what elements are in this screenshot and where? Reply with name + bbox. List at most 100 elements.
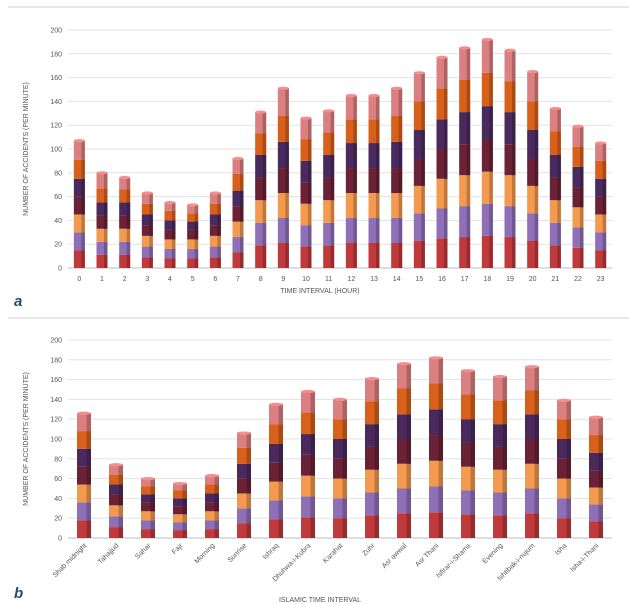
bar-segment-side [126,177,131,190]
bar-segment-side [375,95,380,120]
bar-segment [549,154,561,178]
bar-segment [549,200,561,223]
bar-segment [459,79,471,113]
bar-segment-side [246,493,251,509]
bar-segment [527,101,539,130]
bar-cap [345,93,357,98]
bar-segment-side [307,160,312,183]
bar-segment [572,146,584,167]
bar-segment-side [598,470,603,488]
bar-segment-side [330,200,335,223]
bar-segment [96,215,108,229]
bar-segment-side [534,71,539,102]
bar-segment-side [182,490,187,499]
bar-segment [73,159,85,179]
bar-segment [73,250,85,268]
bar-segment-side [307,139,312,161]
bar-segment-side [217,257,221,268]
bar-segment-side [182,483,187,491]
bar-segment-side [534,129,539,159]
bar-cap [391,86,403,90]
bar-segment-side [489,203,493,236]
bar-segment [391,141,403,169]
bar-segment [368,143,380,169]
bar-segment-side [579,187,584,208]
x-tick-label: 3 [145,276,149,283]
bar-segment-side [511,50,516,82]
bar-segment-side [239,252,244,268]
bar-segment-side [86,520,91,538]
bar-segment [323,222,335,246]
bar-segment [595,232,607,251]
bar-segment [232,237,244,253]
bar-segment [109,527,123,538]
bar-segment-side [534,513,539,538]
x-tick-label: Isha-i-Thani [569,542,600,573]
bar-segment [119,241,131,255]
bar-segment-side [421,185,425,214]
bar-segment-side [534,185,539,214]
bar-segment-side [194,239,199,249]
bar-segment [141,225,153,236]
bar-segment-side [118,464,123,475]
bar-segment [73,178,85,197]
bar-segment-side [285,88,289,116]
bar-segment-side [171,210,176,221]
bar-segment [413,72,425,102]
bar-segment-side [262,245,267,268]
bar-segment [209,214,221,226]
bar-segment-side [602,196,607,215]
bar-segment-side [598,504,603,522]
x-tick-label: Fajr [171,542,185,556]
bar-segment [73,232,85,251]
bar-segment-side [443,88,448,120]
y-tick-label: 180 [50,51,62,58]
bar-segment-side [374,446,379,470]
bar-segment [96,202,108,216]
bar-segment [255,154,267,178]
bar-segment-side [86,466,91,485]
bar-segment [436,238,448,268]
bar-segment-side [598,487,603,505]
bar-segment-side [602,232,607,251]
bar-segment [413,129,425,159]
bar-segment [436,88,448,120]
bar-segment [141,193,153,204]
bar-segment-side [278,500,283,520]
bar-segment-side [511,237,516,268]
bar-segment [277,168,289,194]
bar-segment [187,204,199,214]
bar-segment [572,227,584,248]
bar-segment [436,178,448,209]
bar-segment-side [81,250,85,268]
bar-segment-side [466,79,471,113]
bar-segment-side [214,502,219,512]
bar-segment [300,160,312,183]
bar-segment-side [278,519,283,538]
y-tick-label: 180 [50,357,62,364]
x-tick-label: 20 [529,276,537,283]
bar-segment-side [182,514,187,523]
bar-segment-side [239,173,244,191]
bar-segment-side [246,523,251,538]
bar-segment [368,119,380,144]
bar-segment [481,203,493,236]
x-tick-label: Asr Thani [414,542,440,568]
bar-segment-side [171,258,176,268]
bar-segment-side [375,218,380,244]
bar-cap [436,55,448,59]
x-tick-label: Sahar [134,542,153,561]
bar-segment [73,196,85,215]
bar-segment-side [330,132,335,155]
bar-segment-side [579,227,584,248]
bar-segment [436,208,448,239]
bar-segment-side [171,220,176,230]
bar-segment [141,478,155,487]
bar-segment [205,493,219,503]
x-tick-label: 2 [123,276,127,283]
bar-segment-side [421,72,425,102]
x-tick-label: Isfirar-i-Shams [435,542,472,579]
y-axis-label: NUMBER OF ACCIDENTS (PER MINUTE) [23,372,30,506]
y-tick-label: 140 [50,397,62,404]
bar-segment [481,235,493,268]
